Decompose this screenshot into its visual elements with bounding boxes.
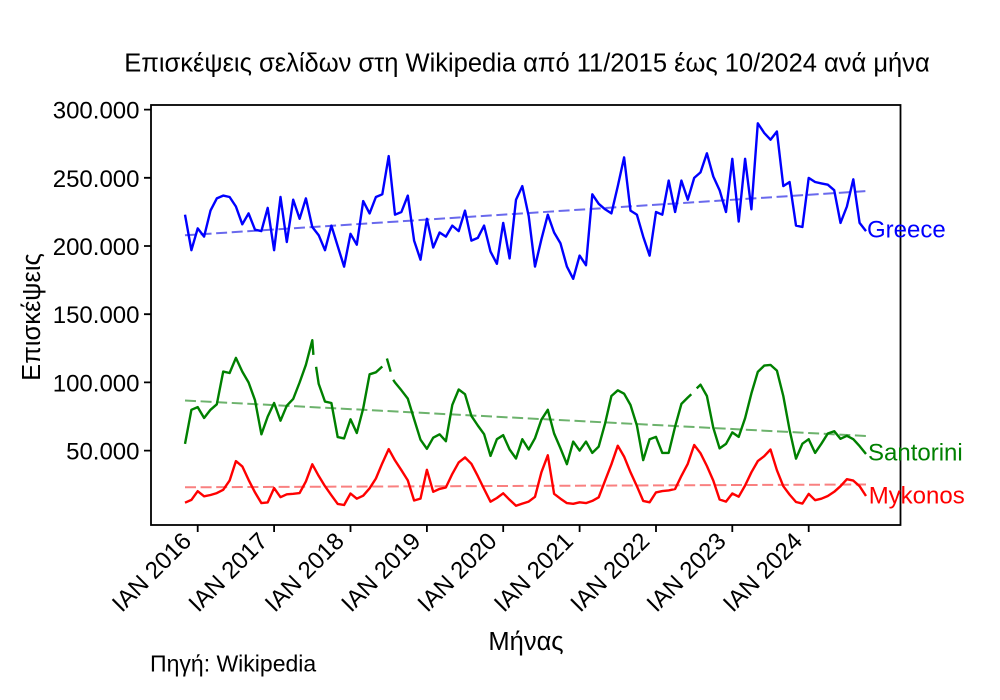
svg-text:100.000: 100.000 <box>53 370 140 397</box>
svg-text:Greece: Greece <box>867 217 946 244</box>
svg-text:150.000: 150.000 <box>53 302 140 329</box>
svg-text:300.000: 300.000 <box>53 98 140 125</box>
svg-text:200.000: 200.000 <box>53 234 140 261</box>
svg-text:Πηγή: Wikipedia: Πηγή: Wikipedia <box>150 651 316 677</box>
svg-text:Επισκέψεις σελίδων στη Wikiped: Επισκέψεις σελίδων στη Wikipedia από 11/… <box>124 50 929 78</box>
svg-text:250.000: 250.000 <box>53 166 140 193</box>
svg-text:Mykonos: Mykonos <box>869 483 965 510</box>
svg-text:Επισκέψεις: Επισκέψεις <box>18 253 46 381</box>
svg-text:Santorini: Santorini <box>868 440 963 467</box>
svg-text:50.000: 50.000 <box>66 439 139 466</box>
svg-text:Μήνας: Μήνας <box>488 628 563 656</box>
